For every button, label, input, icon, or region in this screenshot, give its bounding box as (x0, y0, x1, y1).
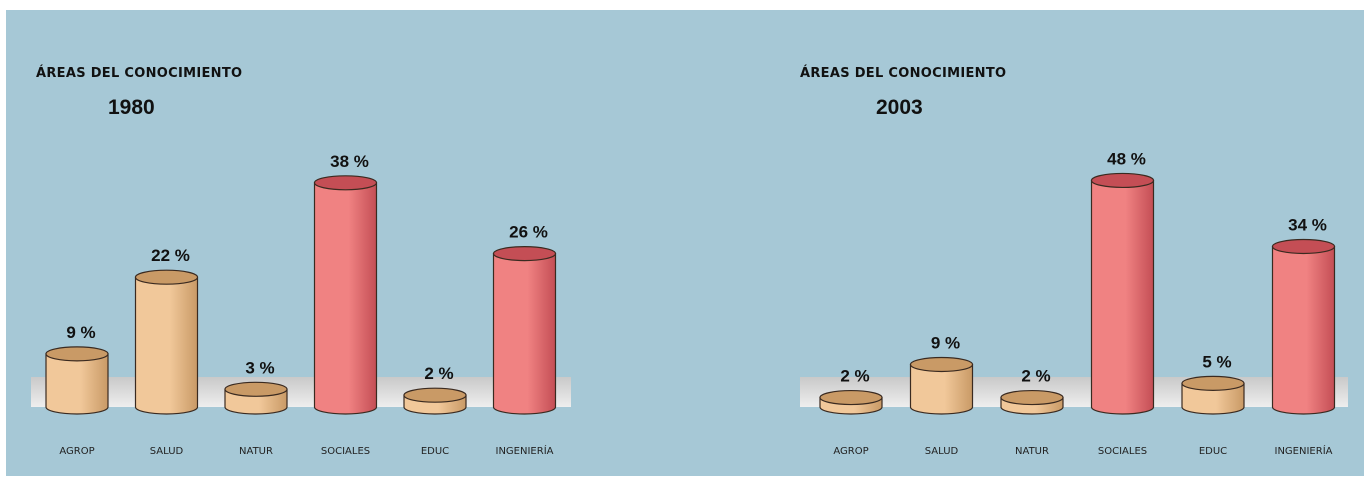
tick-label-agrop: AGROP (59, 446, 94, 457)
chart-panel: ÁREAS DEL CONOCIMIENTO 1980 9 % AGROP 22 %… (6, 10, 1364, 476)
data-label-sociales: 48 % (1107, 149, 1146, 168)
chart-plot: 9 % AGROP 22 % SALUD 3 % NATUR 38 % SOCIALES 2 %… (31, 152, 571, 457)
tick-label-ingenieria: INGENIERÍA (1275, 444, 1333, 457)
chart-title: ÁREAS DEL CONOCIMIENTO (800, 66, 1007, 81)
bar-sociales (313, 175, 378, 415)
chart-1980: ÁREAS DEL CONOCIMIENTO 1980 9 % AGROP 22 %… (6, 10, 646, 476)
data-label-salud: 22 % (151, 246, 190, 265)
tick-label-ingenieria: INGENIERÍA (496, 444, 554, 457)
data-label-salud: 9 % (931, 334, 960, 353)
data-label-agrop: 9 % (66, 323, 95, 342)
tick-label-natur: NATUR (239, 446, 273, 457)
tick-label-salud: SALUD (925, 446, 959, 457)
bar-salud (909, 356, 974, 415)
bar-ingenieria (1271, 238, 1336, 415)
chart-subtitle: 2003 (876, 96, 923, 119)
data-label-natur: 2 % (1021, 367, 1050, 386)
bar-salud (134, 269, 199, 415)
bar-agrop (45, 346, 109, 415)
tick-label-natur: NATUR (1015, 446, 1049, 457)
bar-ingenieria (492, 246, 557, 415)
bar-natur (224, 381, 288, 415)
tick-label-salud: SALUD (150, 446, 184, 457)
bar-sociales (1090, 172, 1155, 415)
tick-label-agrop: AGROP (833, 446, 868, 457)
tick-label-sociales: SOCIALES (321, 446, 370, 457)
data-label-ingenieria: 34 % (1288, 216, 1327, 235)
chart-plot: 2 % AGROP 9 % SALUD 2 % NATUR 48 % SOCIALES 5 % E… (800, 149, 1348, 457)
bar-educ (403, 387, 467, 415)
data-label-natur: 3 % (245, 358, 274, 377)
bar-educ (1181, 375, 1245, 415)
data-label-educ: 2 % (424, 364, 453, 383)
bar-agrop (819, 389, 883, 415)
data-label-educ: 5 % (1202, 352, 1231, 371)
floor-plane (800, 377, 1348, 407)
tick-label-educ: EDUC (1199, 446, 1227, 457)
data-label-sociales: 38 % (330, 152, 369, 171)
tick-label-sociales: SOCIALES (1098, 446, 1147, 457)
floor-plane (31, 377, 571, 407)
data-label-agrop: 2 % (840, 367, 869, 386)
chart-2003: ÁREAS DEL CONOCIMIENTO 2003 2 % AGROP 9 % S… (774, 10, 1371, 476)
tick-label-educ: EDUC (421, 446, 449, 457)
bar-natur (1000, 389, 1064, 415)
data-label-ingenieria: 26 % (509, 223, 548, 242)
chart-title: ÁREAS DEL CONOCIMIENTO (36, 66, 243, 81)
chart-subtitle: 1980 (108, 96, 155, 119)
